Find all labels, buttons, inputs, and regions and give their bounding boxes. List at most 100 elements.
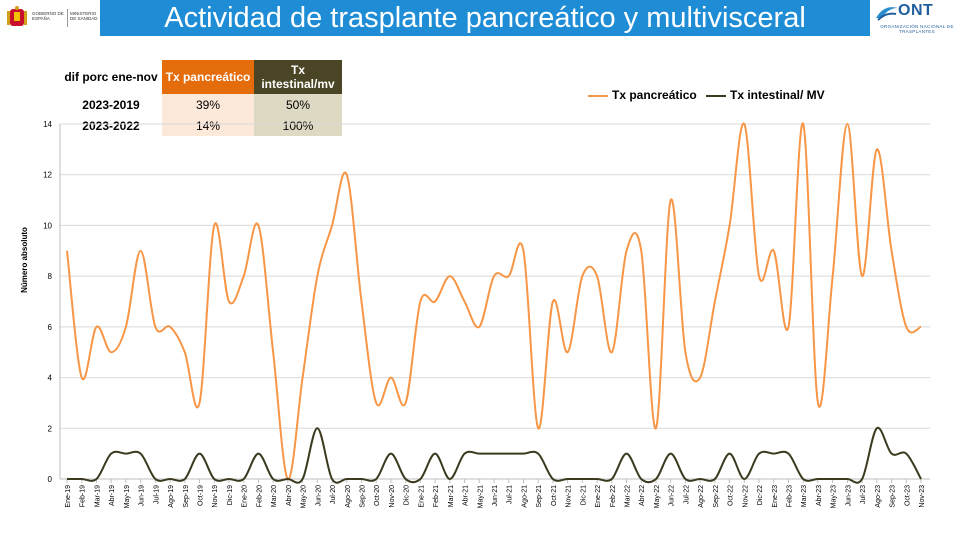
table-row: 2023-2019 39% 50% — [60, 94, 342, 115]
y-tick-label: 8 — [48, 272, 53, 281]
x-tick-label: Dic-19 — [227, 485, 234, 505]
y-tick-label: 4 — [48, 374, 53, 383]
x-tick-label: Dic-22 — [757, 485, 764, 505]
table-cell-intestinal: 50% — [254, 94, 342, 115]
x-tick-label: Jun-22 — [669, 485, 676, 507]
ont-brand: ONT — [898, 2, 934, 19]
x-tick-label: Oct-23 — [904, 485, 911, 506]
x-tick-label: Nov-23 — [919, 485, 926, 508]
x-tick-label: Ene-19 — [65, 485, 72, 508]
y-tick-label: 2 — [48, 424, 53, 433]
series-line-intestinal — [66, 426, 922, 484]
x-tick-label: Sep-19 — [183, 485, 190, 508]
x-tick-label: May-23 — [831, 485, 838, 508]
y-tick-label: 0 — [48, 475, 53, 484]
x-tick-label: Jul-23 — [860, 485, 867, 504]
x-tick-label: Jun-19 — [139, 485, 146, 507]
x-tick-label: Oct-21 — [551, 485, 558, 506]
table-row-label: 2023-2019 — [82, 97, 140, 112]
coat-of-arms-icon — [7, 6, 27, 26]
x-tick-label: Oct-22 — [728, 485, 735, 506]
x-tick-label: Feb-20 — [256, 485, 263, 507]
table-header-pancreatico: Tx pancreático — [162, 60, 254, 94]
x-tick-label: Sep-20 — [359, 485, 366, 508]
x-tick-label: Nov-19 — [212, 485, 219, 508]
header: GOBIERNO DE ESPAÑA MINISTERIO DE SANIDAD… — [0, 0, 960, 36]
table-header-row: dif porc ene-nov Tx pancreático Tx intes… — [60, 60, 342, 94]
x-tick-label: Nov-20 — [389, 485, 396, 508]
x-tick-label: Abr-21 — [463, 485, 470, 506]
x-tick-label: Abr-23 — [816, 485, 823, 506]
government-label: GOBIERNO DE ESPAÑA — [32, 11, 64, 21]
x-tick-label: Nov-21 — [566, 485, 573, 508]
table-cell-pancreatico: 14% — [162, 115, 254, 136]
x-tick-label: Ago-20 — [345, 485, 352, 508]
x-tick-label: Ene-22 — [595, 485, 602, 508]
title-bar — [100, 0, 870, 36]
x-tick-label: Feb-21 — [433, 485, 440, 507]
x-tick-label: Mar-23 — [801, 485, 808, 507]
x-tick-label: Dic-20 — [404, 485, 411, 505]
x-tick-label: Feb-19 — [80, 485, 87, 507]
x-tick-label: Ago-21 — [521, 485, 528, 508]
x-tick-label: Mar-21 — [448, 485, 455, 507]
x-tick-label: Jul-20 — [330, 485, 337, 504]
x-tick-label: May-19 — [124, 485, 131, 508]
legend-label-intestinal: Tx intestinal/ MV — [730, 88, 825, 102]
table-row: 2023-2022 14% 100% — [60, 115, 342, 136]
y-tick-label: 6 — [48, 323, 53, 332]
x-tick-label: Ene-21 — [418, 485, 425, 508]
series-group — [66, 122, 922, 484]
table-cell-pancreatico: 39% — [162, 94, 254, 115]
x-tick-label: Jun-21 — [492, 485, 499, 507]
ministry-label: MINISTERIO DE SANIDAD — [70, 11, 98, 21]
x-tick-label: Jul-19 — [153, 485, 160, 504]
x-tick-label: Mar-20 — [271, 485, 278, 507]
x-tick-label: Sep-22 — [713, 485, 720, 508]
government-logo: GOBIERNO DE ESPAÑA MINISTERIO DE SANIDAD — [4, 4, 100, 32]
legend-swatch-pancreatico — [588, 95, 608, 97]
x-tick-label: Dic-21 — [580, 485, 587, 505]
ont-swoosh-icon — [876, 7, 898, 21]
x-tick-label: Jun-20 — [315, 485, 322, 507]
y-tick-label: 10 — [43, 221, 52, 230]
x-tick-label: Mar-22 — [625, 485, 632, 507]
x-tick-label: Abr-19 — [109, 485, 116, 506]
logo-divider — [67, 9, 68, 27]
x-tick-label: Sep-21 — [536, 485, 543, 508]
percent-change-table: dif porc ene-nov Tx pancreático Tx intes… — [60, 60, 342, 136]
y-axis: 0 2 4 6 8 10 12 14 — [43, 120, 52, 484]
x-tick-label: Ene-23 — [772, 485, 779, 508]
x-tick-label: Jun-23 — [845, 485, 852, 507]
table-cell-intestinal: 100% — [254, 115, 342, 136]
x-tick-label: Abr-22 — [639, 485, 646, 506]
table-header-label: dif porc ene-nov — [64, 69, 158, 84]
legend-label-pancreatico: Tx pancreático — [612, 88, 697, 102]
x-tick-label: Feb-23 — [786, 485, 793, 507]
x-tick-label: Ene-20 — [242, 485, 249, 508]
x-tick-label: Oct-20 — [374, 485, 381, 506]
x-tick-label: Jul-21 — [507, 485, 514, 504]
x-tick-label: Ago-22 — [698, 485, 705, 508]
ont-logo: ONT ORGANIZACIÓN NACIONAL DE TRASPLANTES — [870, 0, 960, 36]
x-tick-label: Nov-22 — [742, 485, 749, 508]
table-header-intestinal: Tx intestinal/mv — [254, 60, 342, 94]
x-tick-label: Jul-22 — [683, 485, 690, 504]
x-tick-label: May-20 — [301, 485, 308, 508]
y-tick-label: 14 — [43, 120, 52, 129]
x-tick-label: Ago-23 — [875, 485, 882, 508]
legend-swatch-intestinal — [706, 95, 726, 97]
y-tick-label: 12 — [43, 171, 52, 180]
series-line-pancreatico — [66, 122, 922, 481]
x-tick-label: Ago-19 — [168, 485, 175, 508]
table-row-label: 2023-2022 — [82, 118, 140, 133]
x-tick-label: May-21 — [477, 485, 484, 508]
x-tick-label: Abr-20 — [286, 485, 293, 506]
x-tick-label: Mar-19 — [94, 485, 101, 507]
x-tick-label: Sep-23 — [890, 485, 897, 508]
x-axis: Ene-19 Feb-19 Mar-19 Abr-19 May-19 Jun-19 Jul-… — [59, 124, 930, 508]
x-tick-label: Oct-19 — [198, 485, 205, 506]
x-tick-label: Feb-22 — [610, 485, 617, 507]
x-tick-label: May-22 — [654, 485, 661, 508]
